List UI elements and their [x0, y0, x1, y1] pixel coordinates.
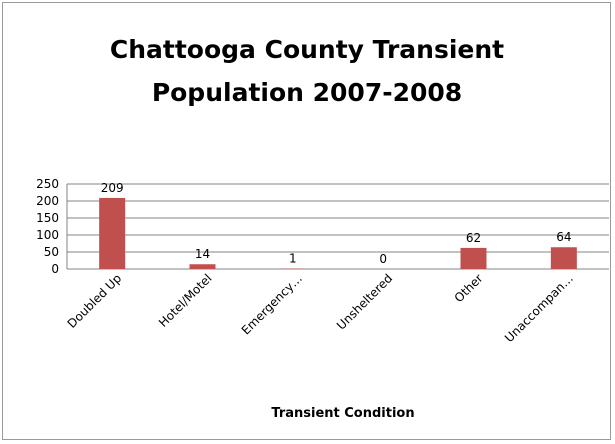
y-tick-label: 250: [36, 177, 59, 191]
chart-title-line-2: Population 2007-2008: [152, 78, 462, 107]
bars: [99, 197, 577, 269]
data-label: 64: [556, 230, 571, 244]
y-tick-label: 0: [51, 262, 59, 276]
bar: [550, 247, 577, 269]
bar-chart: Chattooga County Transient Population 20…: [36, 35, 609, 421]
chart-frame: Chattooga County Transient Population 20…: [2, 2, 611, 440]
y-tick-label: 100: [36, 228, 59, 242]
category-labels: Doubled Up Hotel/Motel Emergency… Unshelter…: [65, 271, 576, 345]
chart-title-line-1: Chattooga County Transient: [110, 35, 504, 64]
bar: [99, 197, 126, 269]
category-label: Other: [452, 271, 486, 305]
y-axis-ticks: 0 50 100 150 200 250: [36, 177, 59, 276]
data-label: 1: [289, 252, 297, 266]
y-tick-label: 150: [36, 211, 59, 225]
data-label: 0: [379, 252, 387, 266]
bar: [460, 247, 487, 269]
category-label: Hotel/Motel: [156, 271, 215, 330]
category-label: Emergency…: [239, 271, 305, 337]
gridlines: [66, 183, 609, 270]
y-tick-label: 50: [44, 245, 59, 259]
y-tick-label: 200: [36, 194, 59, 208]
data-label: 62: [466, 231, 481, 245]
data-label: 209: [101, 181, 124, 195]
x-axis-label: Transient Condition: [271, 406, 414, 421]
data-labels: 209 14 1 0 62 64: [101, 181, 572, 266]
bar: [189, 264, 216, 269]
data-label: 14: [195, 247, 210, 261]
category-label: Unsheltered: [334, 271, 395, 332]
category-label: Doubled Up: [65, 271, 125, 331]
category-label: Unaccompan…: [502, 271, 576, 345]
